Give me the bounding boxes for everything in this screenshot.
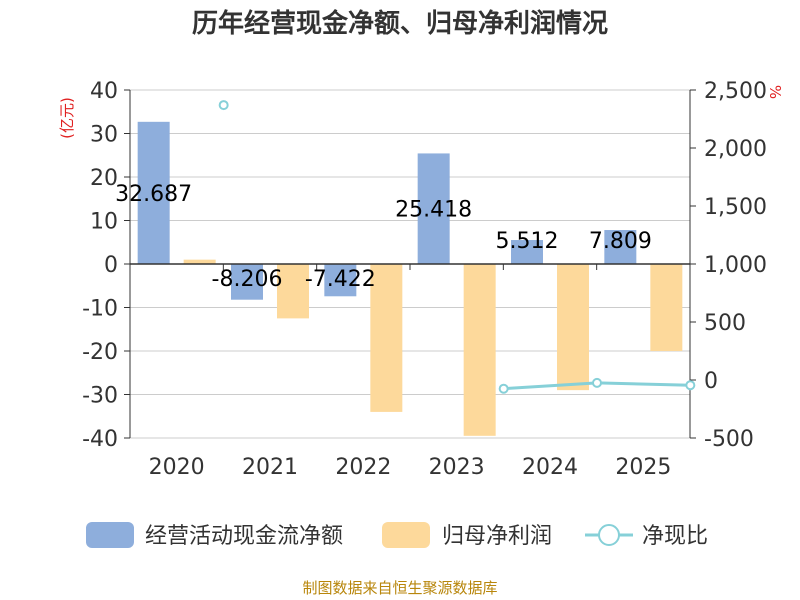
cashflow-bar-2025[interactable] [604,230,637,264]
legend-label[interactable]: 净现比 [642,524,708,549]
data-label: 25.418 [395,198,472,223]
source-note: 制图数据来自恒生聚源数据库 [302,579,497,597]
bars [137,121,683,436]
netprofit-bar-2024[interactable] [557,264,589,391]
data-label: -7.422 [305,267,376,292]
right-tick-label: 0 [704,369,718,394]
netprofit-bar-2023[interactable] [463,264,496,436]
cashflow-bar-2022[interactable] [324,264,357,297]
netprofit-bar-2020[interactable] [183,259,216,264]
data-label: 5.512 [496,229,559,254]
netprofit-bar-2021[interactable] [277,264,309,319]
ratio-point-2020[interactable] [218,100,229,111]
left-tick-label: 0 [104,253,118,278]
ratio-line-segment [503,381,598,391]
legend-label[interactable]: 经营活动现金流净额 [145,524,343,549]
left-tick-label: 20 [90,166,118,191]
legend-swatch-marker[interactable] [598,524,620,546]
data-label: 32.687 [115,182,192,207]
right-tick-label: -500 [704,427,754,452]
left-tick-label: -20 [82,340,118,365]
right-tick-label: 2,500 [704,79,767,104]
data-labels: 32.687 -8.206 -7.422 25.418 5.512 7.809 [115,182,652,292]
right-tick-label: 1,500 [704,195,767,220]
netprofit-bar-2025[interactable] [650,264,683,351]
cashflow-bar-2024[interactable] [511,240,543,264]
x-tick-label: 2025 [615,455,671,480]
x-tick-label: 2024 [522,455,578,480]
cashflow-bar-2021[interactable] [231,264,263,300]
data-label: -8.206 [212,267,283,292]
left-tick-label: 30 [90,123,118,148]
ratio-point-2025[interactable] [685,380,696,391]
cashflow-bar-2020[interactable] [137,121,170,264]
left-axis-unit: (亿元) [58,97,76,139]
ratio-line-segment [596,381,691,387]
legend-swatch[interactable] [382,522,430,548]
axes: 40 30 20 10 0 -10 -20 -30 -40 2,500 2,000 1,500 1,00… [82,79,767,480]
legend-label[interactable]: 归母净利润 [442,524,552,549]
left-tick-label: -30 [82,384,118,409]
x-tick-label: 2022 [335,455,391,480]
legend[interactable]: 经营活动现金流净额 归母净利润 净现比 [86,522,708,549]
x-tick-label: 2020 [149,455,205,480]
ratio-line [218,100,696,394]
right-tick-label: 500 [704,311,746,336]
ratio-point-2023[interactable] [498,383,509,394]
x-tick-label: 2021 [242,455,298,480]
right-tick-label: 1,000 [704,253,767,278]
cashflow-bar-2023[interactable] [417,153,450,264]
x-tick-label: 2023 [429,455,485,480]
legend-swatch[interactable] [86,522,134,548]
netprofit-bar-2022[interactable] [370,264,403,412]
data-label: 7.809 [589,229,652,254]
ratio-point-2024[interactable] [592,377,602,388]
chart-title: 历年经营现金净额、归母净利润情况 [192,8,608,39]
right-tick-label: 2,000 [704,137,767,162]
left-tick-label: 40 [90,79,118,104]
left-tick-label: 10 [90,210,118,235]
left-tick-label: -40 [82,427,118,452]
left-tick-label: -10 [82,297,118,322]
right-axis-unit: % [766,85,784,99]
